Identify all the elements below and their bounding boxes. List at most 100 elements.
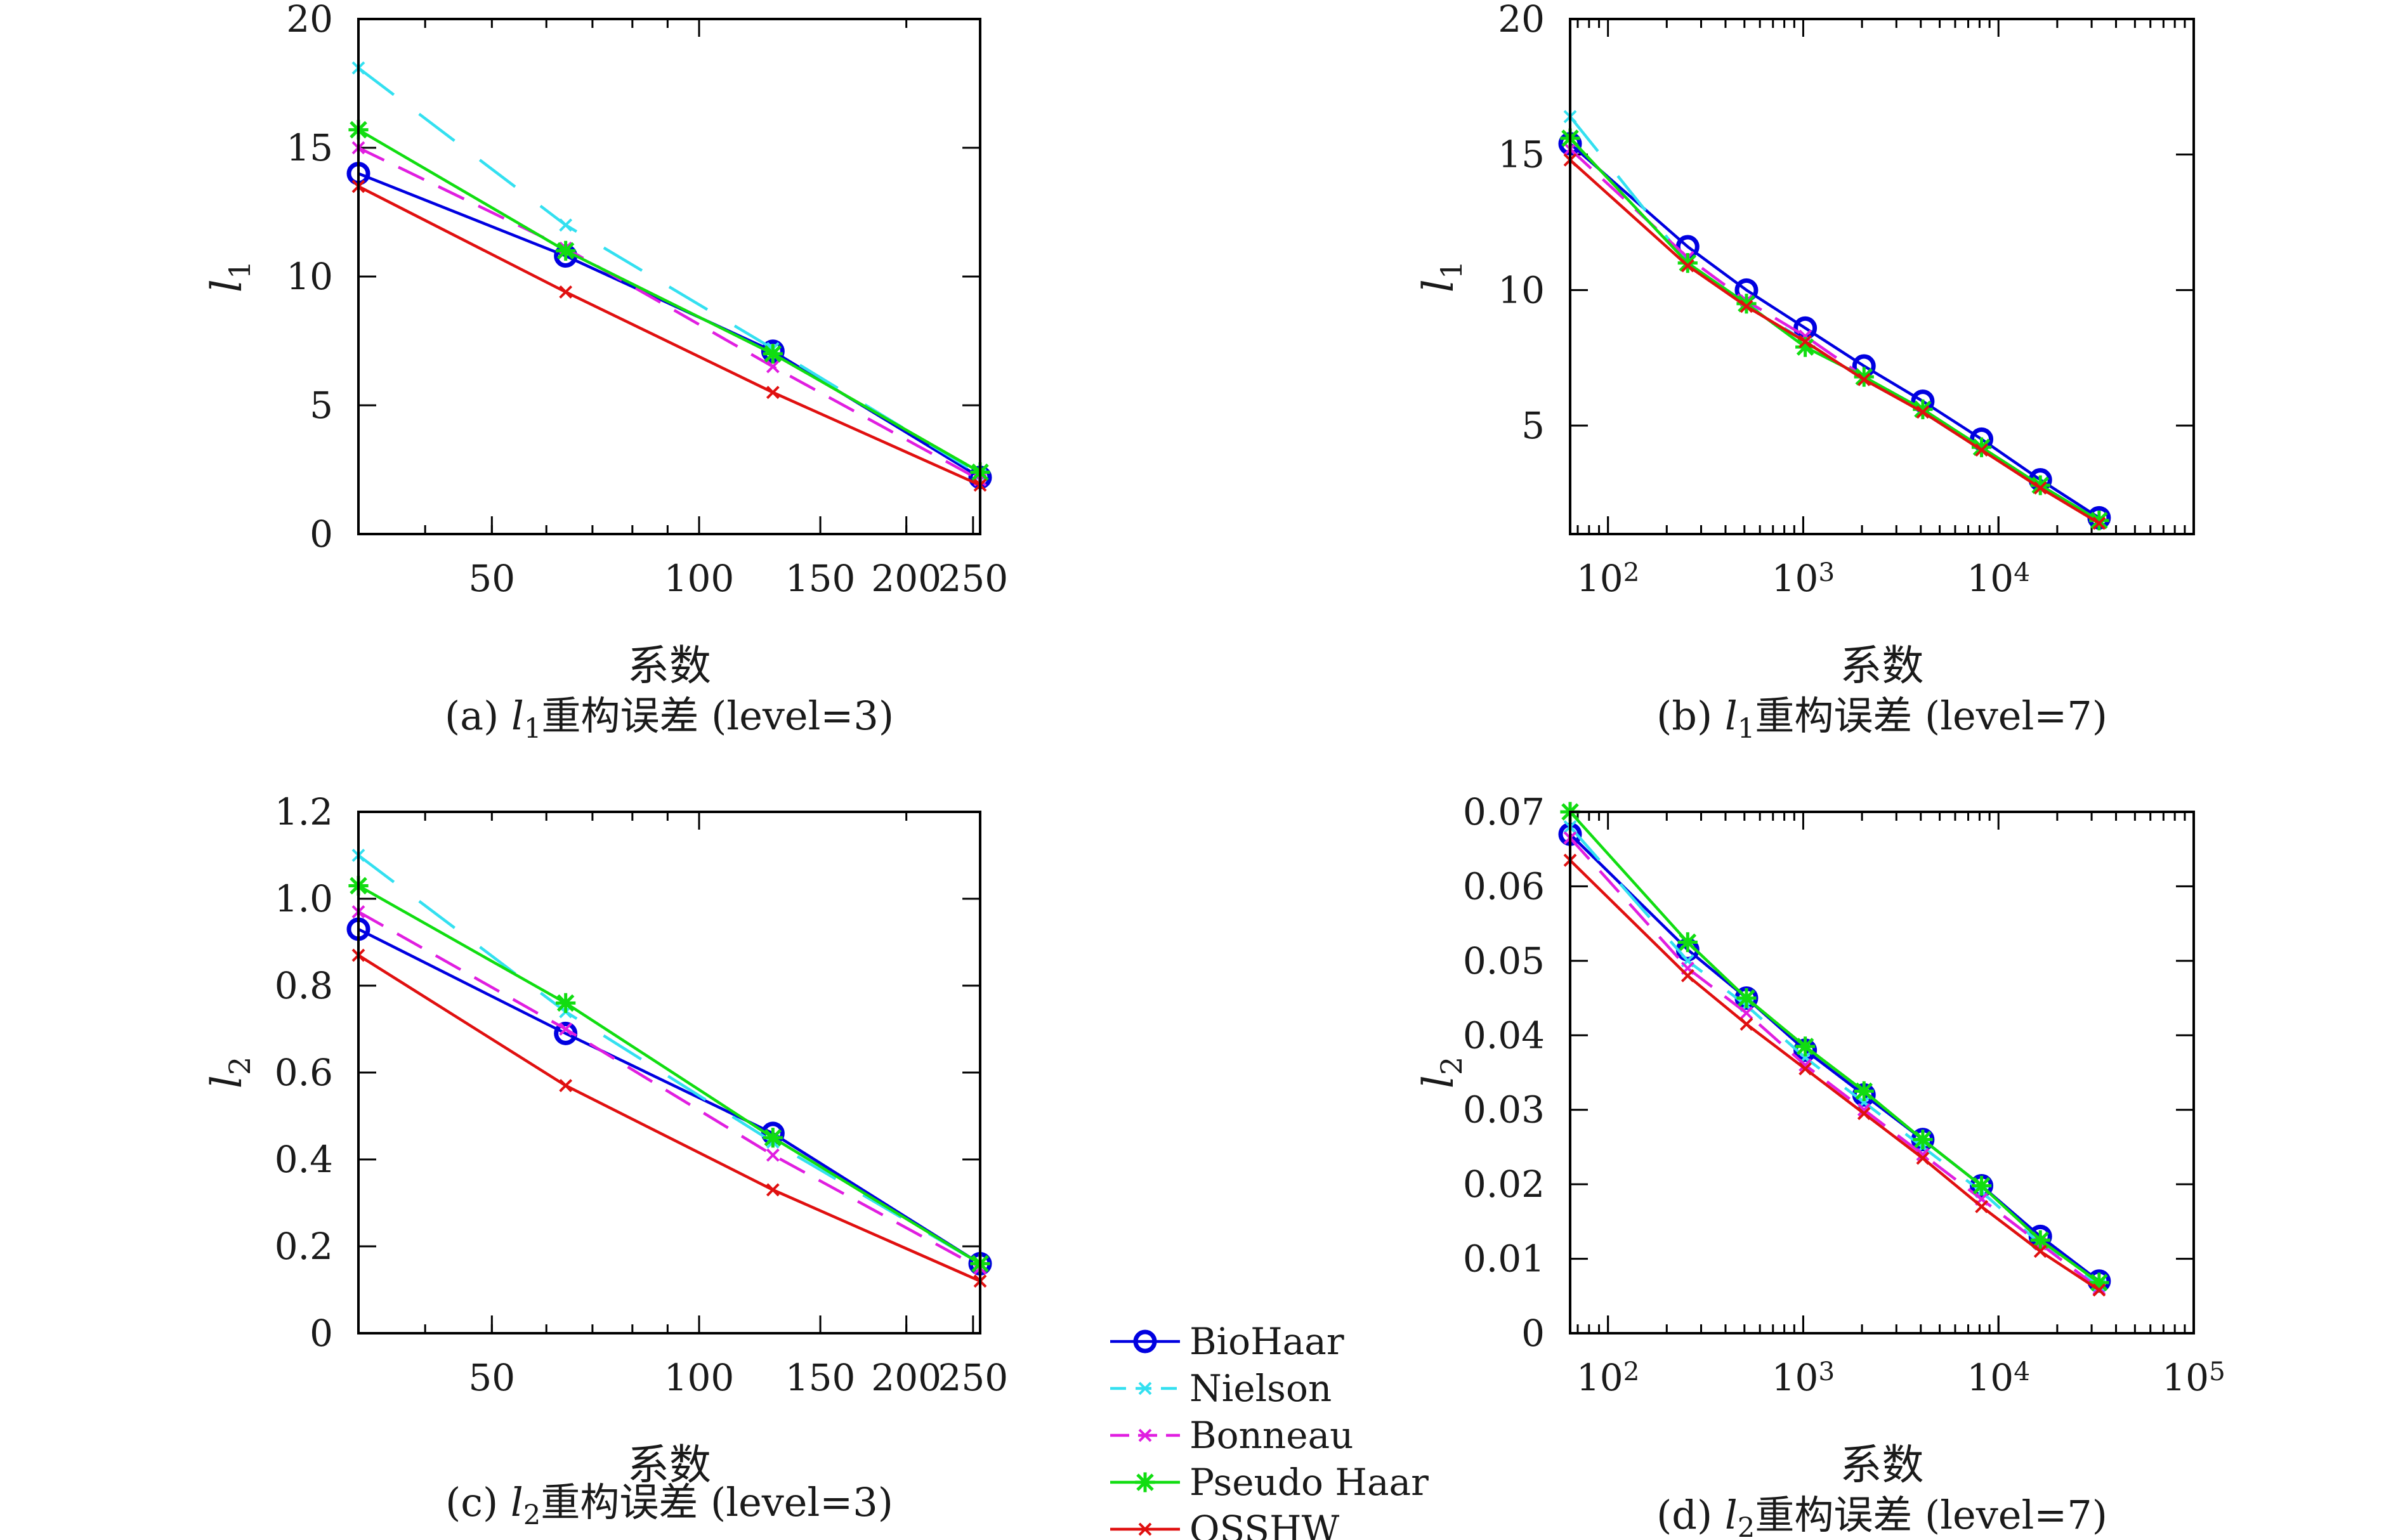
data-point [1681,969,1694,982]
series-line-bonneau [357,910,981,1270]
legend-item: Pseudo Haar [1110,1461,1429,1504]
data-point [766,386,780,400]
series-line-biohaar [1569,142,2100,519]
chart-d: 102 103 104 105 0 0.01 0.02 0.03 0.04 0.05 0.06 0.0… [1414,790,2225,1540]
data-point [1854,1081,1874,1101]
data-point [1975,443,1988,457]
y-tick-label: 0 [310,1312,333,1355]
series-line-nielson [1569,115,2100,522]
y-tick-label: 15 [1498,133,1545,176]
plot-frame [357,18,981,535]
legend-marker [1138,1381,1152,1395]
y-axis-title: l1 [202,261,257,293]
x-tick-label: 50 [468,557,515,600]
x-tick-label: 104 [1967,1356,2030,1399]
data-point [1795,1036,1816,1057]
data-point [2089,1272,2109,1293]
y-tick-label: 0.4 [275,1138,333,1181]
data-point [1736,988,1757,1008]
subfigure-caption: (c) l2重构误差 (level=3) [445,1479,893,1531]
data-point [559,1079,573,1092]
data-point [1857,1103,1871,1117]
data-point [2092,1283,2106,1297]
x-tick-label: 102 [1576,557,1640,600]
y-axis-title: l1 [1414,261,1469,293]
y-tick-label: 1.2 [275,790,333,833]
y-tick-label: 0.01 [1463,1237,1545,1281]
data-point [1798,1058,1812,1072]
series-line-nielson [357,854,981,1265]
data-point [1795,337,1816,357]
x-tick-label: 100 [664,1356,735,1399]
x-tick-label: 200 [871,1356,941,1399]
data-point [1913,399,1933,420]
data-point [1916,405,1930,419]
data-point [1736,294,1757,314]
legend-label: Nielson [1189,1367,1332,1410]
data-point [763,344,783,364]
y-tick-label: 0.2 [275,1225,333,1268]
data-point [766,1148,780,1162]
y-tick-label: 10 [286,255,333,298]
series-line-pseudo-haar [357,128,981,474]
data-point [1677,253,1698,273]
y-tick-label: 0.06 [1463,865,1545,908]
data-point [559,1022,573,1036]
data-point [556,240,576,261]
data-point [1916,1151,1930,1165]
x-tick-label: 250 [938,1356,1008,1399]
series-line-pseudo-haar [1569,811,2100,1284]
data-point [556,993,576,1013]
y-axis-title: l2 [1414,1057,1469,1089]
legend-item: Nielson [1110,1367,1332,1410]
series-line-nielson [1569,826,2100,1286]
x-tick-label: 200 [871,557,941,600]
subfigure-caption: (a) l1重构误差 (level=3) [445,693,894,745]
y-tick-label: 1.0 [275,877,333,920]
legend-marker [1135,1472,1155,1492]
x-tick-label: 104 [1967,557,2030,600]
legend-label: OSSHW [1189,1508,1340,1540]
series-line-biohaar [357,927,981,1265]
data-point [2092,516,2106,530]
x-tick-label: 50 [468,1356,515,1399]
y-tick-label: 0.8 [275,964,333,1007]
plot-frame [1569,18,2195,535]
y-tick-label: 0.02 [1463,1163,1545,1206]
y-tick-label: 20 [1498,0,1545,41]
series-line-pseudo-haar [357,884,981,1265]
data-point [1740,1006,1753,1020]
data-point [763,1128,783,1148]
y-tick-label: 20 [286,0,333,41]
y-axis-title: l2 [202,1057,257,1089]
data-point [1740,1017,1753,1031]
data-point [2030,1230,2050,1250]
data-point [1857,372,1871,386]
legend-item: OSSHW [1110,1508,1340,1540]
data-point [1798,1062,1812,1076]
data-point [1681,259,1694,273]
data-point [1971,437,1992,457]
data-point [1798,335,1812,348]
y-tick-label: 0.04 [1463,1014,1545,1057]
data-point [1857,1107,1871,1121]
series-line-osshw [357,185,981,486]
y-tick-label: 0.07 [1463,790,1545,833]
x-tick-label: 103 [1772,557,1835,600]
legend-label: Bonneau [1189,1414,1354,1457]
data-point [766,360,780,374]
series-line-osshw [357,954,981,1282]
y-tick-label: 0 [1521,1312,1545,1355]
y-tick-label: 15 [286,126,333,169]
data-point [559,218,573,232]
data-point [1854,367,1874,387]
y-tick-label: 0.03 [1463,1088,1545,1132]
data-point [766,1183,780,1197]
data-point [2089,511,2109,531]
data-point [2030,475,2050,495]
legend-marker [1138,1428,1152,1442]
x-tick-label: 105 [2162,1356,2225,1399]
